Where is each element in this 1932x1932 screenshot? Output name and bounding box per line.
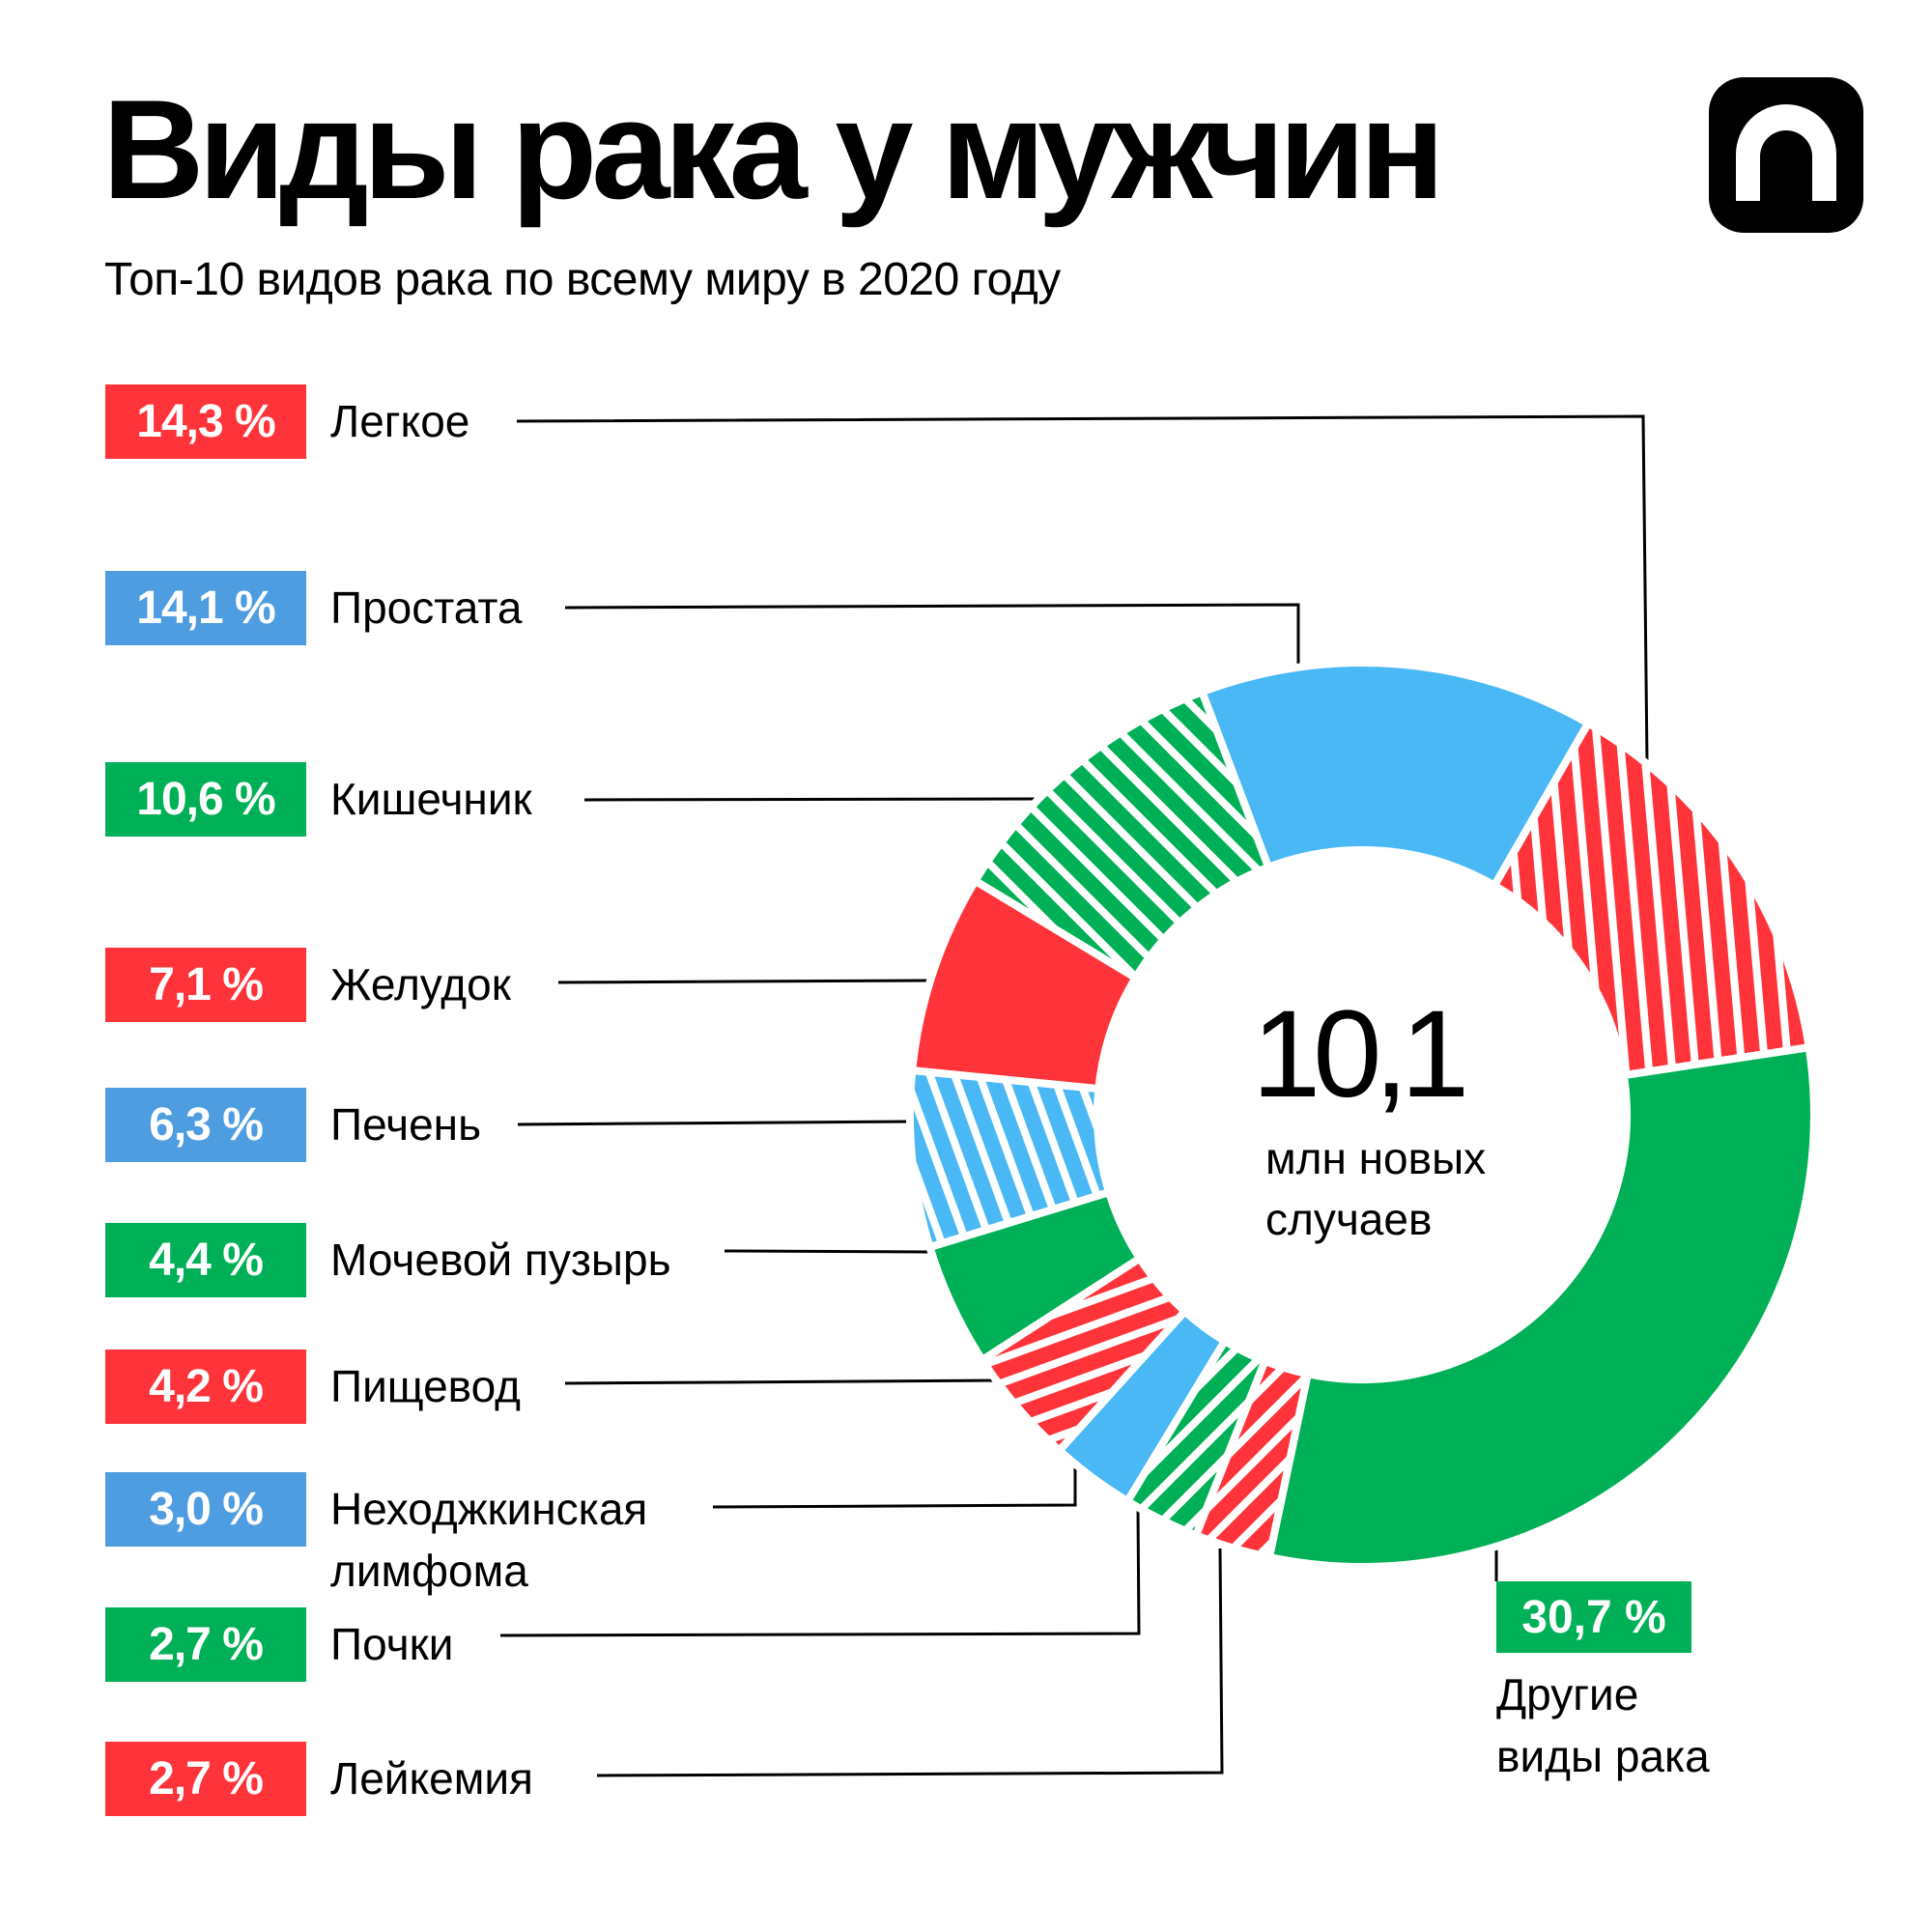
arch-n-logo-icon <box>1709 77 1863 233</box>
center-caption-line2: случаев <box>1265 1194 1433 1244</box>
center-caption: млн новых случаев <box>1265 1128 1486 1250</box>
others-percent-badge: 30,7 % <box>1496 1581 1691 1653</box>
donut-segment-0 <box>1489 718 1814 1080</box>
leader-line-liver <box>517 1120 914 1126</box>
others-label-line1: Другие <box>1496 1669 1639 1719</box>
leader-line-lung <box>516 414 1649 762</box>
legend-label: Лейкемия <box>330 1753 533 1804</box>
legend-percent-badge: 14,1 % <box>105 571 306 645</box>
others-label: Другие виды рака <box>1496 1663 1710 1787</box>
leader-line-leukemia <box>596 1548 1224 1777</box>
legend-label: Кишечник <box>330 774 532 824</box>
legend-label: Мочевой пузырь <box>330 1235 671 1285</box>
donut-segment-1 <box>1264 1042 1818 1571</box>
leader-line-colon <box>583 797 1037 802</box>
donut-segment-10 <box>1197 659 1594 892</box>
legend-label: Пищевод <box>330 1361 522 1411</box>
legend-label: Легкое <box>330 396 470 446</box>
legend-percent-badge: 4,4 % <box>105 1223 306 1297</box>
leader-line-bladder <box>724 1249 932 1254</box>
center-caption-line1: млн новых <box>1265 1133 1487 1183</box>
legend-label: Желудок <box>330 959 511 1009</box>
legend-label: Печень <box>330 1099 482 1150</box>
legend-percent-badge: 2,7 % <box>105 1742 306 1816</box>
legend-label-line: Неходжкинская <box>330 1484 648 1534</box>
legend-label: Неходжкинская лимфома <box>330 1478 647 1602</box>
legend-percent-badge: 14,3 % <box>105 384 306 459</box>
page-title: Виды рака у мужчин <box>102 71 1445 228</box>
legend-label: Почки <box>330 1619 454 1669</box>
legend-percent-badge: 3,0 % <box>105 1472 306 1547</box>
leader-line-stomach <box>557 979 933 984</box>
legend-percent-badge: 4,2 % <box>105 1350 306 1424</box>
legend-label-line: лимфома <box>330 1546 528 1596</box>
legend-percent-badge: 2,7 % <box>105 1607 306 1682</box>
leader-line-prostate <box>564 603 1300 676</box>
page-subtitle: Топ-10 видов рака по всему миру в 2020 г… <box>104 254 1061 305</box>
legend-percent-badge: 7,1 % <box>105 948 306 1022</box>
leader-line-esophagus <box>564 1378 1002 1385</box>
center-value: 10,1 <box>1252 985 1469 1123</box>
leader-line-kidney <box>499 1507 1141 1637</box>
leader-line-lymphoma <box>712 1463 1077 1509</box>
legend-label: Простата <box>330 582 523 633</box>
legend-percent-badge: 6,3 % <box>105 1088 306 1162</box>
legend-percent-badge: 10,6 % <box>105 762 306 837</box>
others-label-line2: виды рака <box>1496 1731 1710 1781</box>
